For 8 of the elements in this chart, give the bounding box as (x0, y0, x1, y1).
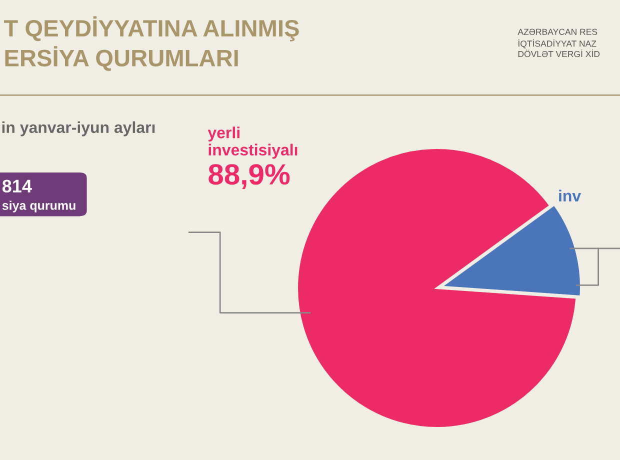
chart-title: T QEYDİYYATINA ALINMIŞ ERSİYA QURUMLARI (4, 16, 299, 71)
text: AZƏRBAYCAN RES İQTİSADİYYAT NAZ DÖVLƏT VERGİ XİD (518, 28, 600, 58)
text: siya qurumu (2, 200, 76, 212)
data-label: 88,9% (208, 164, 290, 189)
text: in yanvar-iyun ayları (2, 121, 155, 136)
slice-label: inv (559, 190, 582, 202)
slice-label: yerli investisiyalı (208, 126, 298, 159)
text: 814 (2, 180, 32, 193)
